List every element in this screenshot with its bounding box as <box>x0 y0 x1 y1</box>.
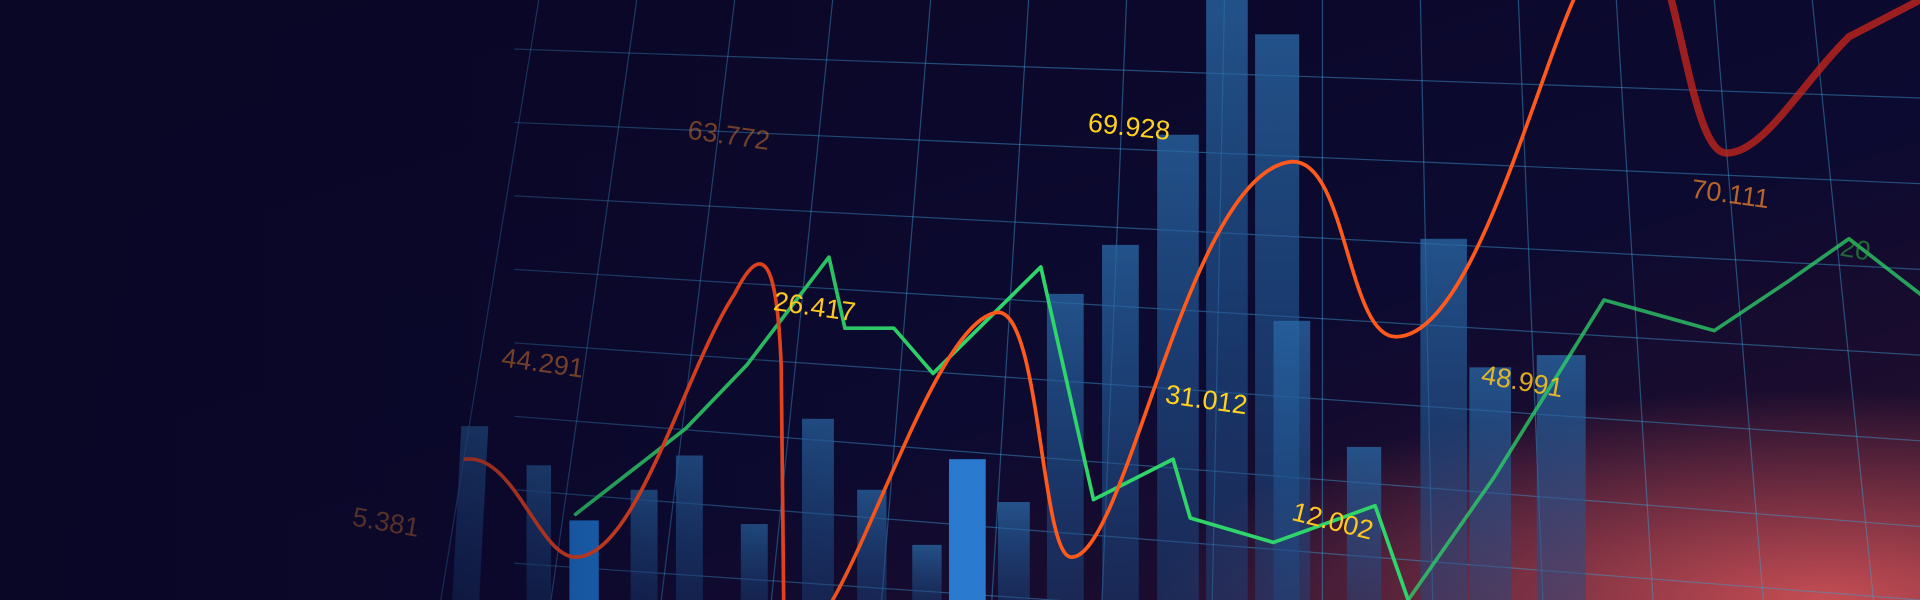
value-label: 20 <box>1838 232 1873 267</box>
